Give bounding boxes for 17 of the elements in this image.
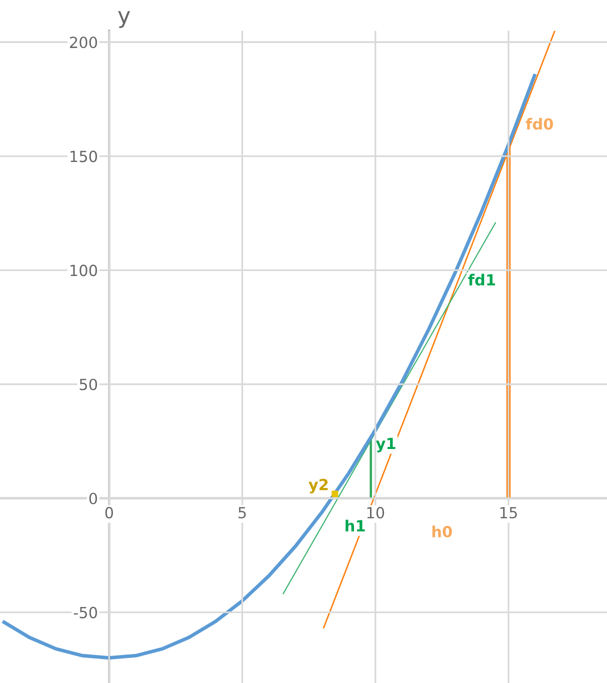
x-tick-label: 0 bbox=[105, 506, 113, 518]
y-tick-label: 100 bbox=[70, 264, 98, 276]
annotation: h1 bbox=[346, 520, 365, 532]
y-tick-label: 0 bbox=[89, 492, 98, 504]
y-tick-label: 50 bbox=[80, 378, 98, 390]
annotation: y2 bbox=[308, 478, 328, 494]
annotation: fd1 bbox=[468, 274, 496, 286]
x-tick-label: 10 bbox=[367, 506, 384, 518]
annotation: h0 bbox=[432, 526, 452, 538]
y-tick-label: -50 bbox=[74, 606, 98, 618]
y-tick-label: 200 bbox=[70, 36, 98, 48]
x-tick-label: 15 bbox=[500, 507, 517, 518]
y-tick-label: 150 bbox=[70, 150, 98, 162]
annotation: fd0 bbox=[526, 118, 553, 130]
annotation: y1 bbox=[376, 438, 396, 452]
x-tick-label: 5 bbox=[238, 507, 246, 518]
y-axis-title: y bbox=[118, 11, 130, 28]
